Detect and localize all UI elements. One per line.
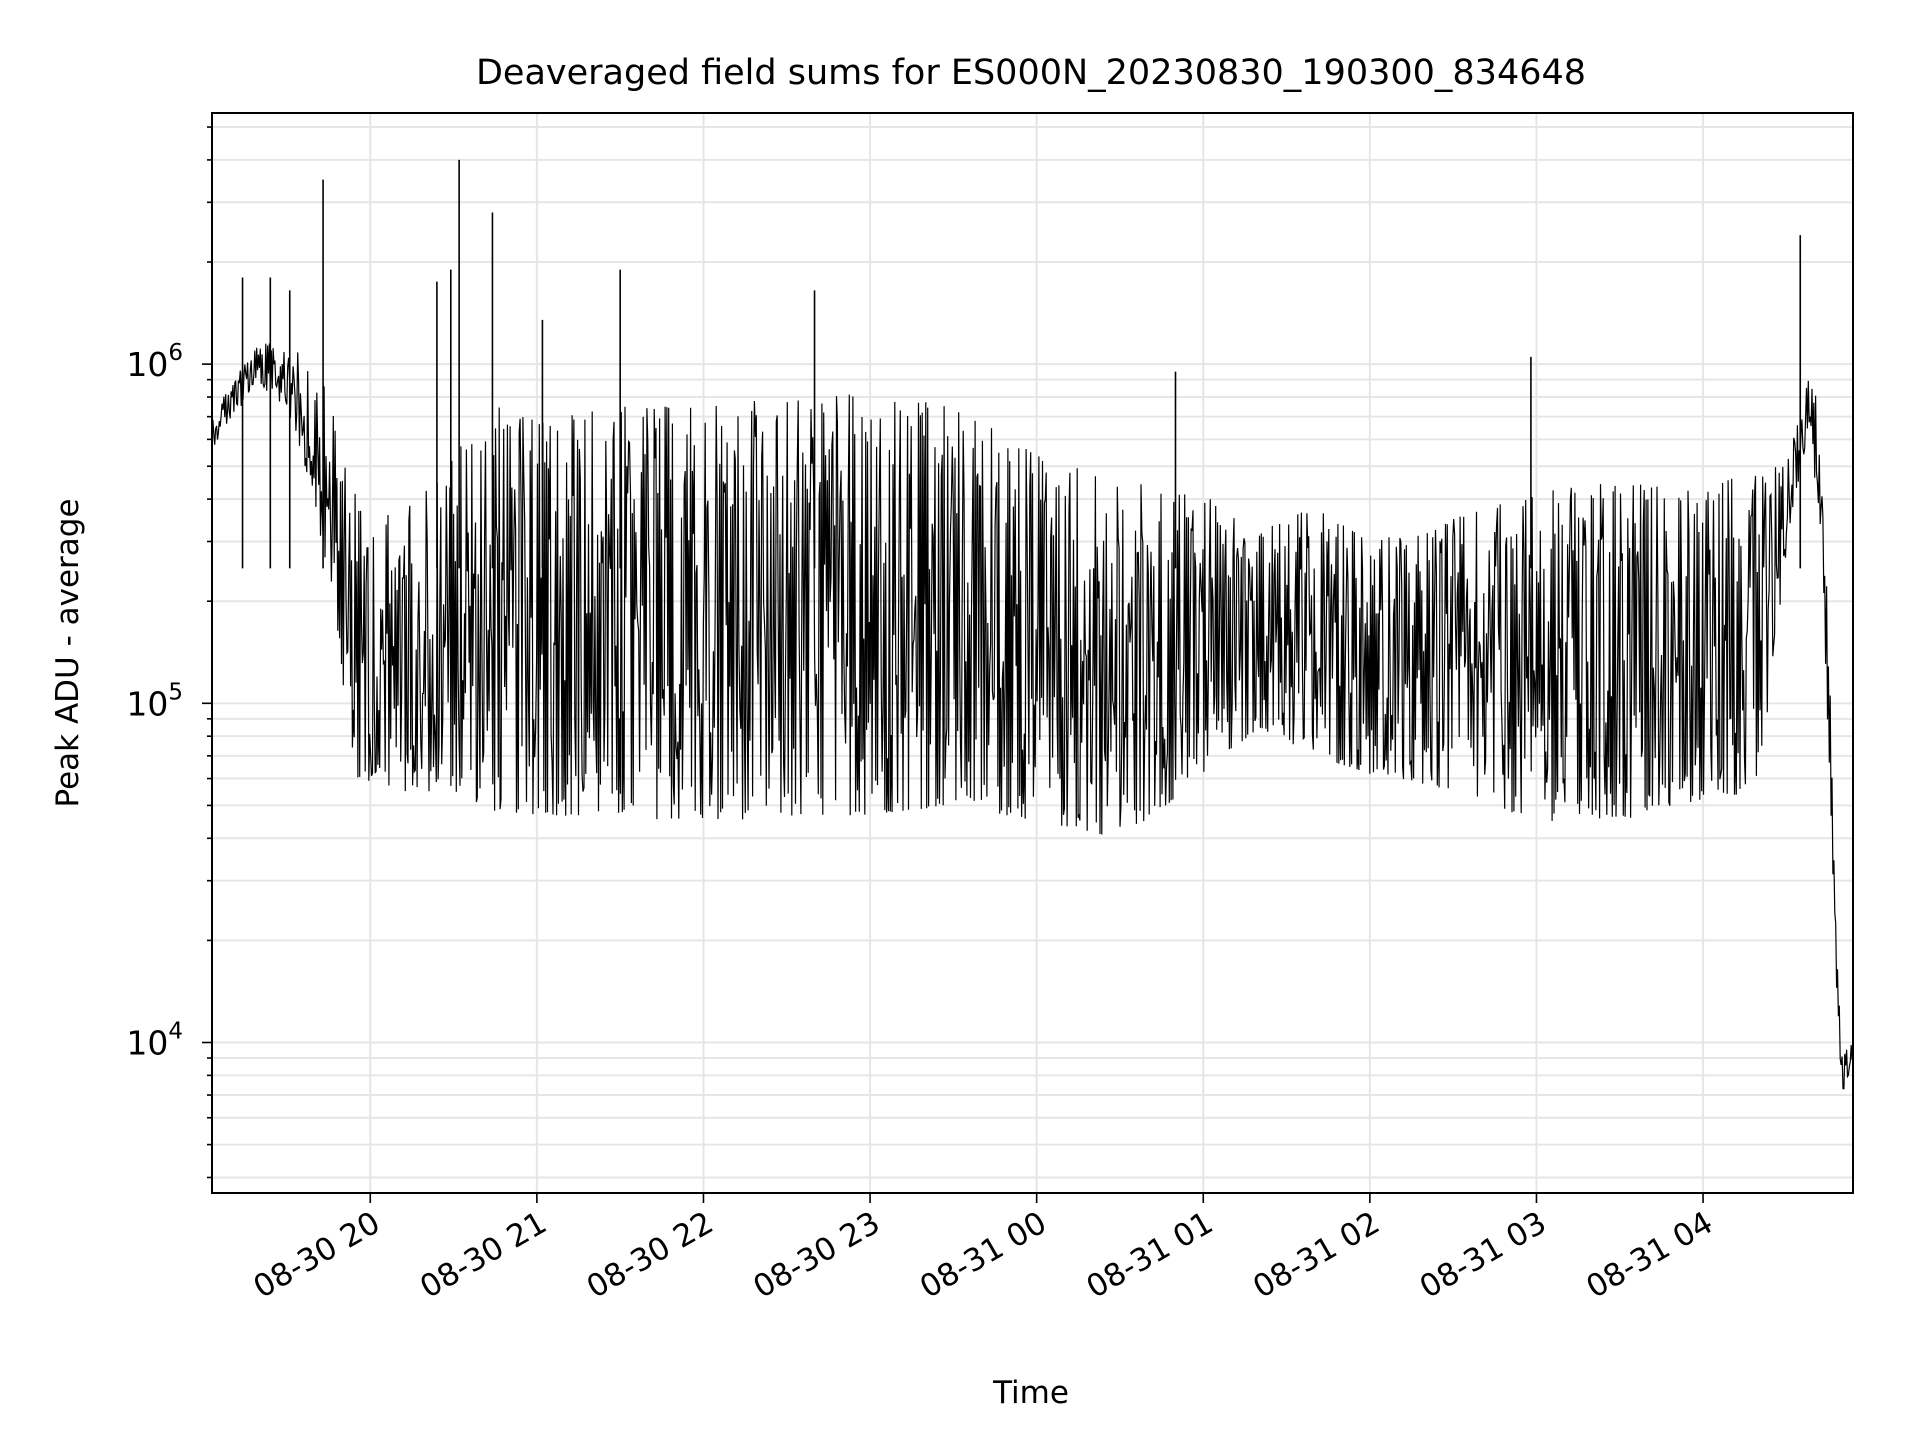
y-tick-label: 104 [126, 1019, 183, 1063]
y-tick-label: 105 [126, 679, 183, 723]
series-line [211, 343, 1854, 1090]
x-axis-label: Time [992, 1375, 1069, 1411]
y-axis: 104 105 106 [126, 126, 212, 1179]
y-tick-label: 106 [126, 340, 183, 384]
plot-frame [211, 112, 1854, 1194]
y-axis-label: Peak ADU - average [50, 498, 86, 807]
series-layer [211, 159, 1854, 1090]
chart-title: Deaveraged field sums for ES000N_2023083… [476, 53, 1586, 93]
